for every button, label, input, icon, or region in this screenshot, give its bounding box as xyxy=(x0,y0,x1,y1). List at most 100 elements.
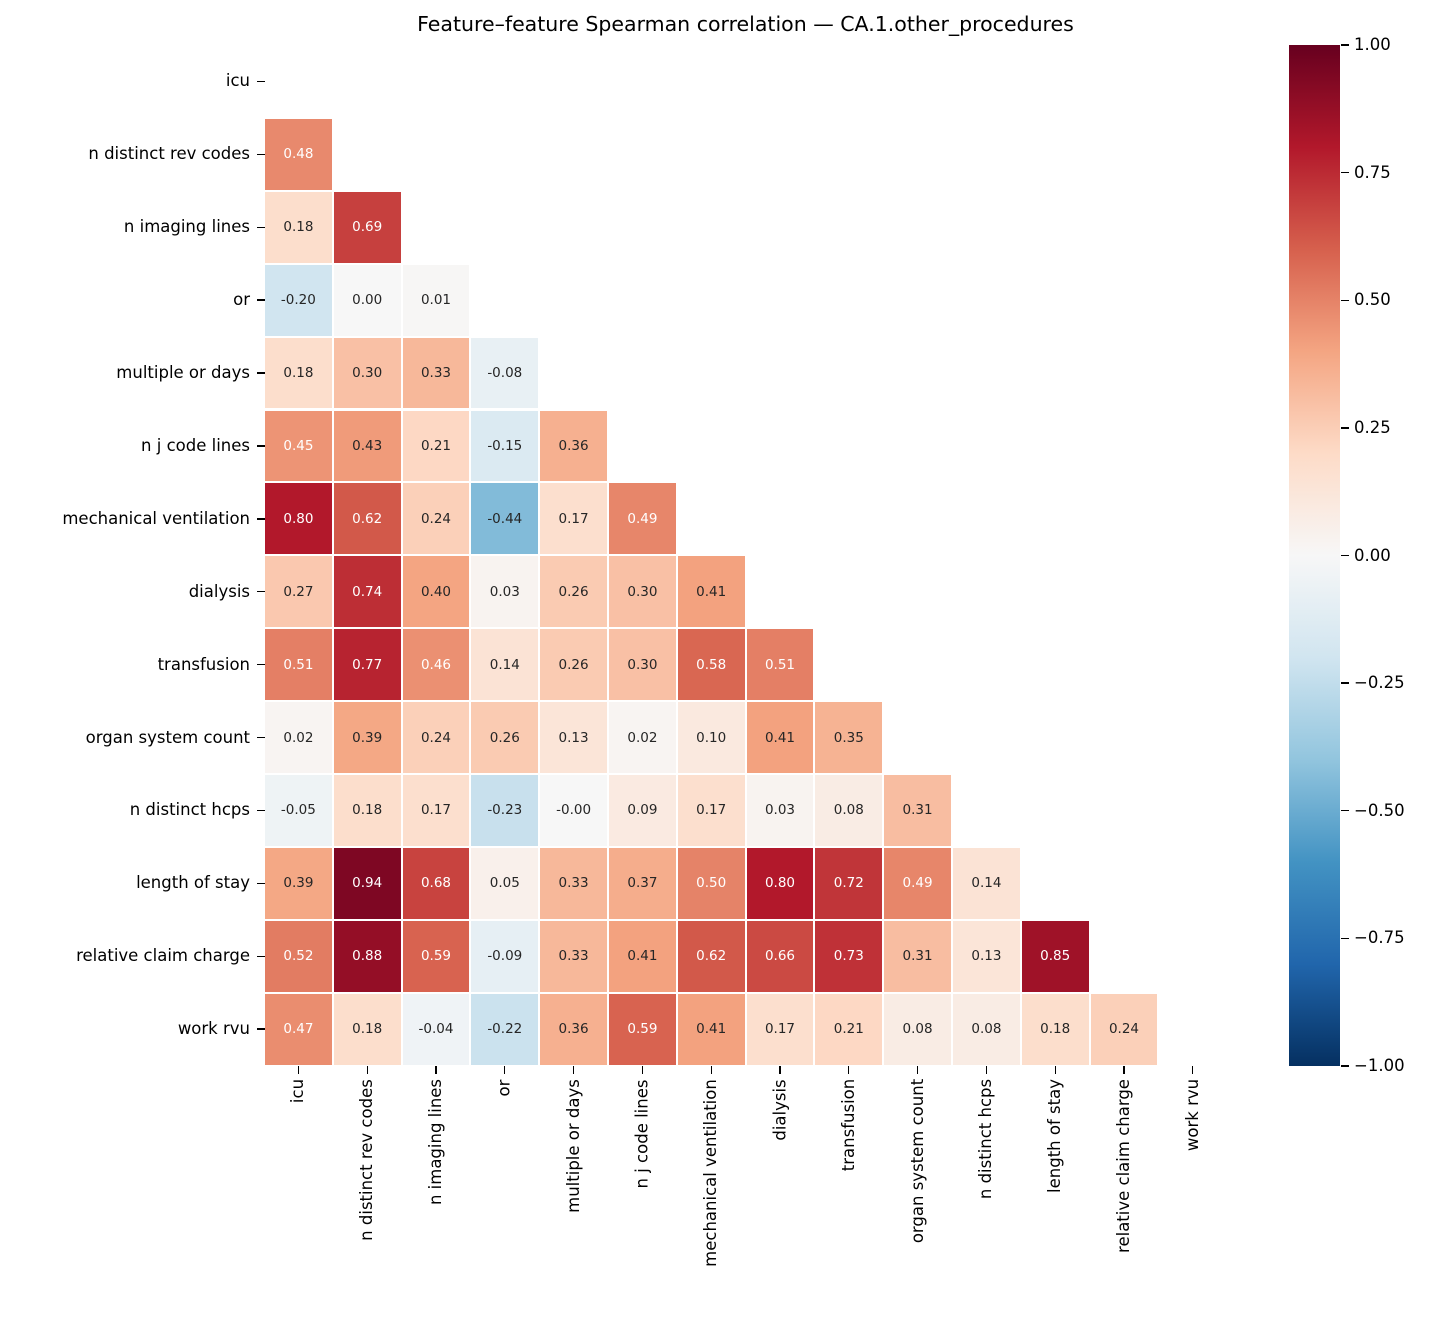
cell-value: 0.10 xyxy=(696,729,727,746)
cell-value: 0.72 xyxy=(833,875,864,892)
x-tick-label: n distinct hcps xyxy=(976,1078,996,1200)
cell-value: 0.41 xyxy=(764,729,796,746)
heatmap-cell: 0.77 xyxy=(332,628,402,702)
cell-value: 0.03 xyxy=(764,802,796,819)
heatmap-cell: 0.46 xyxy=(401,628,471,702)
colorbar-tick-mark xyxy=(1341,810,1349,812)
heatmap-cell: 0.09 xyxy=(608,774,677,847)
colorbar-tick-mark xyxy=(1341,44,1349,46)
y-tick-mark xyxy=(257,299,265,301)
heatmap-cell: 0.03 xyxy=(470,555,540,629)
cell-value: 0.26 xyxy=(489,729,520,746)
cell-value: -0.09 xyxy=(487,948,523,965)
y-tick-mark xyxy=(257,1028,265,1030)
y-tick-mark xyxy=(257,372,265,374)
y-tick-mark xyxy=(257,809,265,812)
cell-value: 0.18 xyxy=(283,219,314,236)
x-tick-mark xyxy=(572,1066,575,1074)
cell-value: 0.13 xyxy=(558,729,589,746)
heatmap-cell: 0.74 xyxy=(332,555,402,629)
colorbar-tick-mark xyxy=(1341,427,1349,429)
heatmap-cell: -0.09 xyxy=(470,919,540,993)
cell-value: 0.35 xyxy=(833,729,864,746)
cell-value: -0.04 xyxy=(418,1021,454,1038)
x-tick-label: multiple or days xyxy=(563,1079,583,1213)
cell-value: 0.52 xyxy=(283,948,314,965)
y-tick-label: length of stay xyxy=(136,873,250,893)
y-tick-label: multiple or days xyxy=(116,363,250,383)
cell-value: 0.36 xyxy=(558,437,589,454)
heatmap-cell: 0.49 xyxy=(883,846,952,920)
y-tick-mark xyxy=(257,882,265,885)
heatmap-cell: 0.18 xyxy=(332,992,402,1066)
heatmap-cell: 0.30 xyxy=(608,555,677,629)
cell-value: 0.51 xyxy=(283,656,314,673)
y-tick-mark xyxy=(257,153,265,156)
heatmap-cell: 0.48 xyxy=(264,117,333,191)
cell-value: 0.02 xyxy=(627,729,658,746)
colorbar-gradient xyxy=(1289,45,1340,1066)
cell-value: 0.03 xyxy=(489,583,520,600)
cell-value: 0.74 xyxy=(352,583,383,600)
heatmap-cell: 0.37 xyxy=(608,846,677,920)
cell-value: 0.77 xyxy=(352,656,383,673)
heatmap-cell: 0.45 xyxy=(264,409,333,483)
heatmap-cell: 0.30 xyxy=(608,628,677,702)
heatmap-cell: 0.52 xyxy=(264,919,333,993)
colorbar-tick-mark xyxy=(1341,937,1349,940)
y-tick-mark xyxy=(257,518,265,520)
y-tick-mark xyxy=(257,736,265,739)
cell-value: 0.49 xyxy=(902,875,933,892)
cell-value: 0.26 xyxy=(558,656,589,673)
cell-value: 0.50 xyxy=(696,875,727,892)
cell-value: 0.31 xyxy=(902,802,933,819)
cell-value: 0.08 xyxy=(833,802,864,819)
heatmap-cell: 0.40 xyxy=(401,555,471,629)
x-tick-label: n imaging lines xyxy=(426,1078,446,1206)
cell-value: 0.24 xyxy=(1108,1021,1140,1038)
cell-value: 0.59 xyxy=(420,948,452,965)
heatmap-cell: 0.27 xyxy=(264,555,333,629)
colorbar-tick-label: 0.50 xyxy=(1354,290,1391,310)
heatmap-cell: 0.80 xyxy=(745,846,815,920)
heatmap-cell: 0.31 xyxy=(883,919,952,993)
cell-value: 0.36 xyxy=(558,1021,589,1038)
y-tick-label: mechanical ventilation xyxy=(62,508,250,528)
x-tick-mark xyxy=(1123,1066,1125,1074)
heatmap-cell: 0.88 xyxy=(332,919,402,993)
heatmap-cell: 0.62 xyxy=(332,482,402,556)
cell-value: 0.80 xyxy=(283,510,314,527)
heatmap-cell: 0.85 xyxy=(1020,919,1090,993)
cell-value: 0.30 xyxy=(627,656,658,673)
heatmap-cell: 0.35 xyxy=(814,701,884,774)
heatmap-cell: -0.04 xyxy=(401,992,471,1066)
colorbar-tick-mark xyxy=(1341,171,1349,174)
x-tick-mark xyxy=(297,1066,300,1074)
heatmap-cell: 0.49 xyxy=(608,482,677,556)
heatmap-cell: 0.18 xyxy=(332,774,402,847)
cell-value: 0.05 xyxy=(489,875,520,892)
y-tick-mark xyxy=(257,445,265,447)
heatmap-cell: 0.58 xyxy=(676,628,746,702)
y-tick-label: dialysis xyxy=(188,581,250,601)
heatmap-cell: 0.05 xyxy=(470,846,540,920)
cell-value: 0.45 xyxy=(283,437,314,454)
cell-value: 0.41 xyxy=(696,583,727,600)
cell-value: 0.24 xyxy=(420,510,452,527)
heatmap-cell: 0.18 xyxy=(264,190,333,264)
cell-value: 0.18 xyxy=(352,1021,383,1038)
y-tick-mark xyxy=(257,226,265,228)
heatmap-cell: 0.41 xyxy=(676,992,746,1066)
colorbar-tick-label: 0.00 xyxy=(1354,545,1391,565)
heatmap-cell: 0.21 xyxy=(814,992,884,1066)
cell-value: 0.21 xyxy=(420,437,452,454)
cell-value: 0.27 xyxy=(283,583,314,600)
y-tick-label: n j code lines xyxy=(141,435,250,455)
y-tick-label: n imaging lines xyxy=(123,217,250,237)
heatmap-cell: 0.51 xyxy=(745,628,815,702)
x-tick-mark xyxy=(848,1066,850,1074)
colorbar-tick-label: −0.75 xyxy=(1354,928,1405,948)
colorbar-tick-mark xyxy=(1341,299,1349,301)
cell-value: 0.33 xyxy=(558,875,589,892)
